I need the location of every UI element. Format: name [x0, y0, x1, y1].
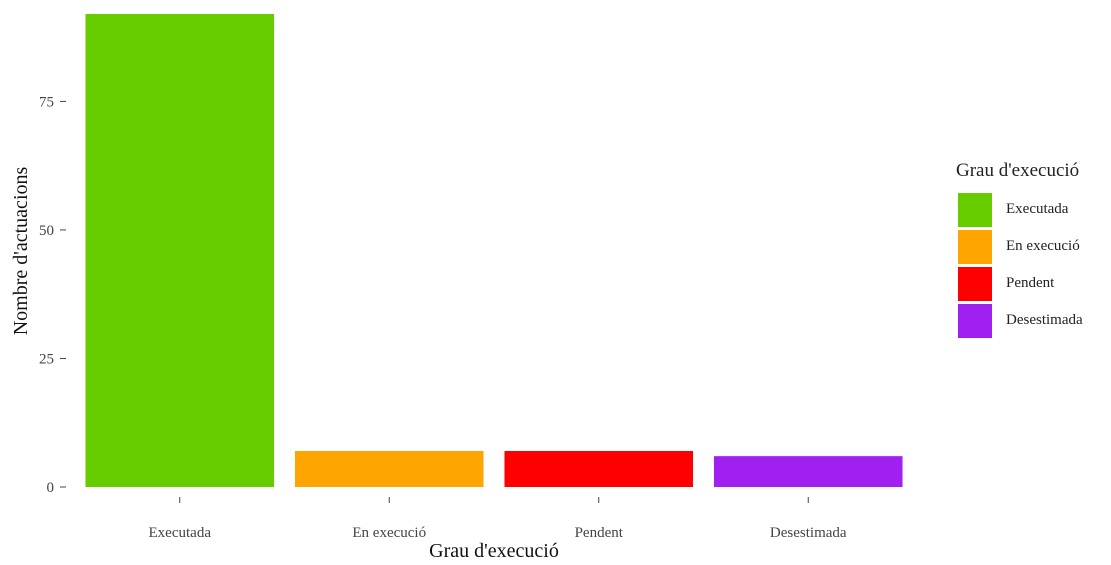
legend-swatch: [958, 192, 992, 227]
legend-label: Executada: [1006, 201, 1069, 217]
legend-swatch: [958, 303, 992, 338]
bars-group: [85, 14, 903, 487]
legend-swatch: [958, 266, 992, 301]
legend-item-executada: Executada: [958, 191, 1108, 228]
x-tick-label: Pendent: [575, 525, 624, 541]
y-axis-title: Nombre d'actuacions: [10, 167, 32, 336]
x-tick-label: Desestimada: [770, 525, 847, 541]
legend-swatch: [958, 229, 992, 264]
x-axis-title: Grau d'execució: [429, 540, 559, 562]
x-tick-label: En execució: [352, 525, 426, 541]
bar-en-execucio: [294, 451, 484, 487]
y-axis: 0 25 50 75: [39, 94, 66, 496]
y-tick-label: 75: [39, 94, 54, 110]
legend-item-desestimada: Desestimada: [958, 302, 1108, 339]
legend-item-pendent: Pendent: [958, 265, 1108, 302]
legend-label: Desestimada: [1006, 312, 1083, 328]
y-tick-label: 0: [47, 480, 55, 496]
y-tick-label: 25: [39, 351, 54, 367]
legend-label: En execució: [1006, 238, 1080, 254]
y-tick-label: 50: [39, 223, 54, 239]
bar-desestimada: [713, 456, 903, 487]
bar-pendent: [504, 451, 694, 487]
legend-title: Grau d'execució: [956, 160, 1080, 181]
bar-executada: [85, 14, 275, 487]
legend-items: Executada En execució Pendent Desestimad…: [958, 191, 1108, 339]
x-axis: Executada En execució Pendent Desestimada: [149, 497, 847, 541]
legend-label: Pendent: [1006, 275, 1055, 291]
legend-item-en-execucio: En execució: [958, 228, 1108, 265]
legend: Grau d'execució Executada En execució Pe…: [956, 160, 1108, 339]
x-tick-label: Executada: [149, 525, 212, 541]
